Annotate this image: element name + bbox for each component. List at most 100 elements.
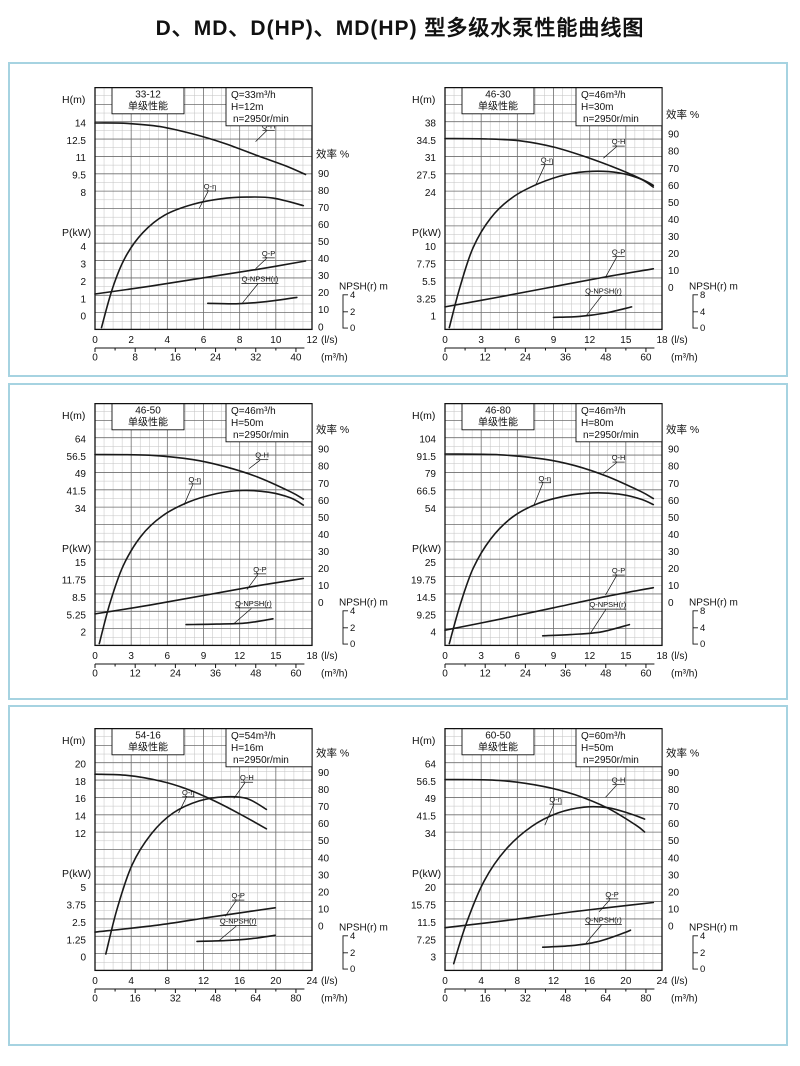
p-axis-tick: 1.25 xyxy=(67,935,87,946)
efficiency-axis-tick: 50 xyxy=(668,836,680,847)
curve-q-npsh-r xyxy=(196,934,276,943)
x-axis-ls-tick: 0 xyxy=(92,651,98,662)
efficiency-axis-title: 效率 % xyxy=(316,746,349,759)
x-axis-ls-tick: 6 xyxy=(201,335,207,346)
p-axis-title: P(kW) xyxy=(412,227,441,239)
npsh-axis-bracket xyxy=(342,935,348,970)
p-axis-tick: 3.75 xyxy=(67,901,87,912)
x-axis-ls-tick: 6 xyxy=(165,651,171,662)
grid-major xyxy=(445,728,662,971)
x-axis-ls-tick: 6 xyxy=(515,651,521,662)
efficiency-axis-tick: 90 xyxy=(318,445,330,456)
x-axis-ls-tick: 18 xyxy=(306,651,318,662)
npsh-axis-tick: 0 xyxy=(350,964,355,975)
curve-q-h-label: Q-H xyxy=(233,773,254,799)
model-subtitle: 单级性能 xyxy=(478,100,518,113)
curve-q-eta xyxy=(98,489,305,645)
p-axis-tick: 2 xyxy=(80,277,86,288)
x-axis-m3h-tick: 0 xyxy=(92,669,98,680)
x-axis-ls-tick: 3 xyxy=(128,651,134,662)
grid-major xyxy=(95,403,312,646)
x-axis-m3h-tick: 0 xyxy=(92,994,98,1005)
x-axis-ls-tick: 24 xyxy=(656,976,668,987)
curve-q-h-label-leader xyxy=(605,784,617,798)
x-axis-ls-unit: (l/s) xyxy=(671,335,688,346)
p-axis-tick: 3 xyxy=(430,953,436,964)
efficiency-axis-tick: 80 xyxy=(318,186,330,197)
curve-q-h xyxy=(94,453,305,500)
x-axis-m3h-tick: 48 xyxy=(600,669,612,680)
efficiency-axis-tick: 30 xyxy=(318,547,330,558)
x-axis-ls-tick: 0 xyxy=(442,651,448,662)
efficiency-axis-tick: 60 xyxy=(318,496,330,507)
info-head: H=80m xyxy=(581,418,614,429)
h-axis-title: H(m) xyxy=(62,735,85,747)
efficiency-axis-tick: 0 xyxy=(318,921,324,932)
plot-border xyxy=(94,86,313,331)
npsh-axis-tick: 4 xyxy=(700,307,705,318)
h-axis-tick: 91.5 xyxy=(417,452,437,463)
efficiency-axis-tick: 10 xyxy=(318,904,330,915)
p-axis-title: P(kW) xyxy=(62,227,91,239)
curves: Q-HQ-ηQ-PQ-NPSH(r) xyxy=(444,453,655,645)
p-axis-tick: 15.75 xyxy=(411,901,436,912)
curve-q-eta xyxy=(105,795,268,955)
x-axis-ls-tick: 8 xyxy=(515,976,521,987)
x-axis-ls-tick: 15 xyxy=(620,651,632,662)
curves: Q-HQ-ηQ-PQ-NPSH(r) xyxy=(94,773,276,955)
info-head: H=50m xyxy=(581,743,614,754)
curve-q-npsh-r xyxy=(541,623,631,637)
curve-q-p-label: Q-P xyxy=(255,249,275,270)
curves: Q-HQ-ηQ-PQ-NPSH(r) xyxy=(94,121,307,329)
x-axis-ls-tick: 4 xyxy=(128,976,134,987)
efficiency-axis-tick: 30 xyxy=(318,271,330,282)
h-axis-tick: 56.5 xyxy=(417,777,437,788)
curve-q-eta-label-text: Q-η xyxy=(539,474,552,483)
efficiency-axis-tick: 10 xyxy=(668,581,680,592)
curve-q-eta-label-text: Q-η xyxy=(182,788,195,797)
curve-q-h-label-text: Q-H xyxy=(612,137,626,146)
info-flow: Q=46m³/h xyxy=(581,406,626,417)
h-axis-tick: 9.5 xyxy=(72,171,86,182)
npsh-axis-title: NPSH(r) m xyxy=(689,281,738,292)
x-axis-m3h-tick: 12 xyxy=(130,669,142,680)
curve-q-p-label-text: Q-P xyxy=(612,248,625,257)
x-axis-ls-tick: 12 xyxy=(584,651,596,662)
h-axis-tick: 41.5 xyxy=(417,812,437,823)
efficiency-axis-tick: 40 xyxy=(668,215,680,226)
h-axis-tick: 16 xyxy=(75,794,87,805)
plot-grid xyxy=(94,727,313,972)
h-axis-title: H(m) xyxy=(62,94,85,106)
x-axis-ls-tick: 9 xyxy=(551,335,557,346)
grid-major xyxy=(95,87,312,330)
info-box xyxy=(575,87,663,127)
curve-q-npsh-r-label-text: Q-NPSH(r) xyxy=(235,599,272,608)
efficiency-axis-tick: 10 xyxy=(318,305,330,316)
efficiency-axis-tick: 60 xyxy=(318,819,330,830)
x-axis-m3h-tick: 24 xyxy=(520,353,532,364)
efficiency-axis-tick: 0 xyxy=(318,598,324,609)
efficiency-axis-tick: 70 xyxy=(318,479,330,490)
p-axis-tick: 8.5 xyxy=(72,593,86,604)
x-axis-m3h-line xyxy=(94,988,305,993)
p-axis-tick: 15 xyxy=(75,558,87,569)
h-axis-tick: 79 xyxy=(425,469,437,480)
info-flow: Q=33m³/h xyxy=(231,90,276,101)
p-axis-tick: 7.75 xyxy=(417,260,437,271)
efficiency-axis-tick: 30 xyxy=(318,870,330,881)
h-axis-tick: 38 xyxy=(425,118,437,129)
curve-q-h-label: Q-H xyxy=(248,451,269,469)
h-axis-title: H(m) xyxy=(412,735,435,747)
efficiency-axis-tick: 50 xyxy=(668,198,680,209)
p-axis-tick: 7.25 xyxy=(417,935,437,946)
x-axis-ls-tick: 0 xyxy=(442,976,448,987)
curve-q-p xyxy=(444,901,655,929)
curve-q-h-label-leader xyxy=(233,782,246,799)
x-axis-ls-tick: 9 xyxy=(201,651,207,662)
efficiency-axis-tick: 90 xyxy=(668,130,680,141)
h-axis-title: H(m) xyxy=(412,410,435,422)
info-flow: Q=46m³/h xyxy=(581,90,626,101)
curve-q-eta-label-text: Q-η xyxy=(189,475,202,484)
x-axis-ls-tick: 2 xyxy=(128,335,134,346)
